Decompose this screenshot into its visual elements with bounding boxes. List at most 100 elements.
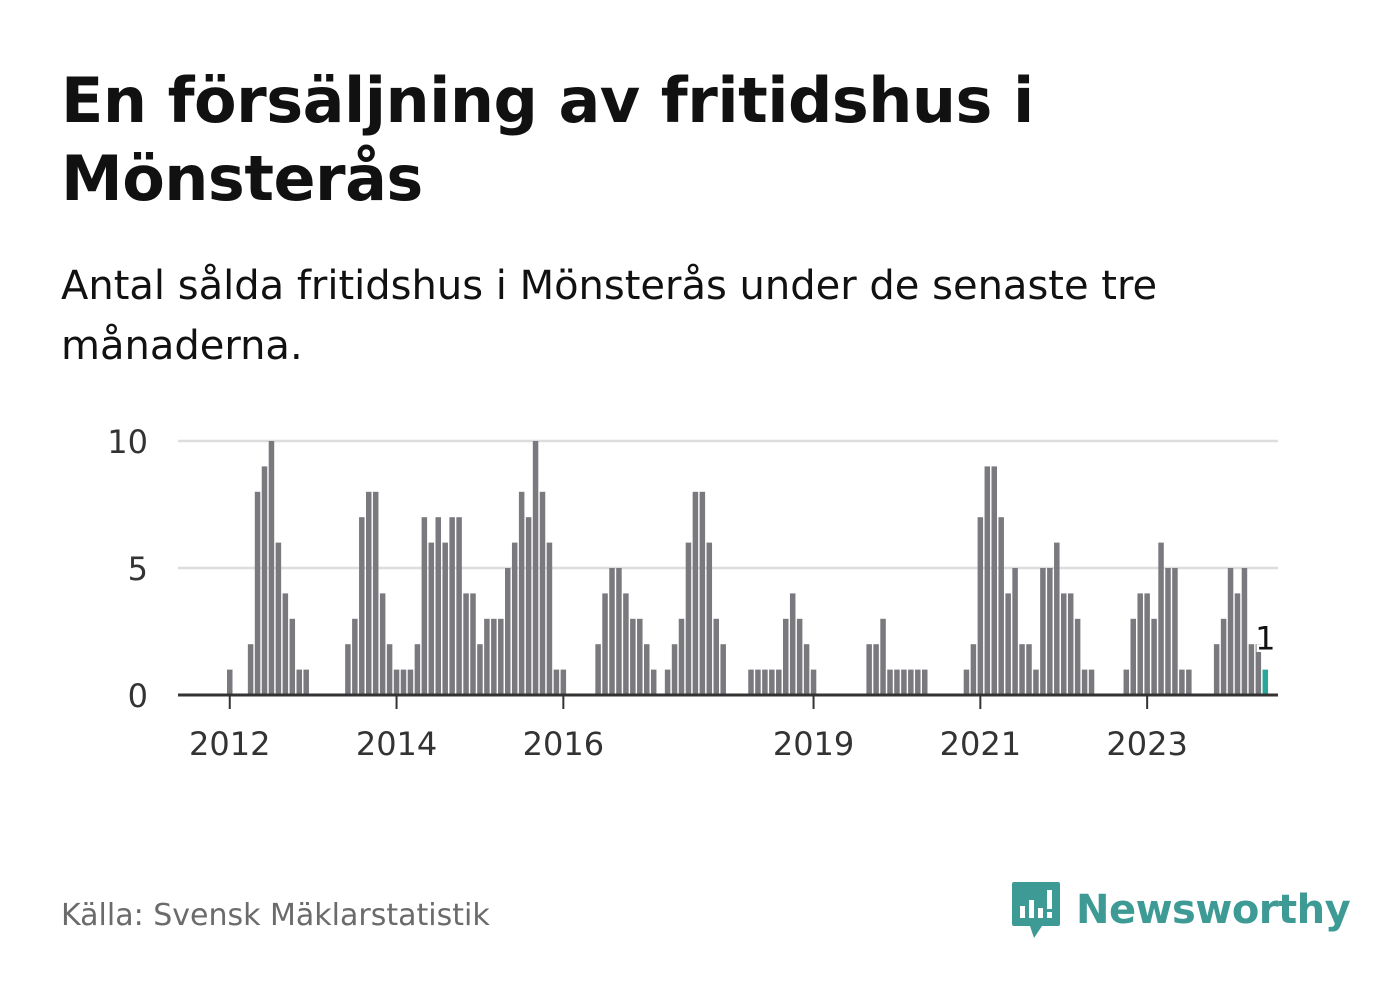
bar — [1054, 542, 1060, 695]
bar — [1067, 593, 1074, 695]
bar — [442, 542, 448, 695]
bar — [1088, 669, 1095, 695]
bar — [414, 644, 421, 695]
bar — [463, 593, 469, 695]
bar — [303, 669, 309, 695]
bar — [366, 491, 372, 695]
bar — [623, 593, 629, 695]
bar — [393, 669, 400, 695]
label-layer: 0 5 10 2012 2014 2016 2019 2021 2023 1 — [107, 423, 1278, 763]
bar-layer — [227, 441, 1269, 695]
bar — [650, 669, 657, 695]
bar — [796, 618, 803, 695]
bar — [539, 491, 546, 695]
bar — [289, 618, 296, 695]
bar — [977, 517, 984, 695]
bar — [595, 644, 601, 695]
bar — [984, 466, 991, 695]
bar — [352, 618, 358, 695]
bar — [532, 441, 539, 695]
bar — [769, 669, 775, 695]
bar — [1005, 593, 1011, 695]
bar — [706, 542, 713, 695]
bar — [421, 517, 428, 695]
bar — [275, 542, 282, 695]
bar — [616, 568, 622, 695]
chart-subtitle: Antal sålda fritidshus i Mönsterås under… — [61, 263, 1158, 369]
bar — [762, 669, 768, 695]
bar — [1123, 669, 1130, 695]
bar — [664, 669, 671, 695]
bar — [630, 618, 636, 695]
x-tick-label: 2021 — [940, 725, 1021, 763]
bar — [748, 669, 754, 695]
bar — [720, 644, 726, 695]
bar — [400, 669, 407, 695]
bar — [1241, 568, 1248, 695]
bar — [1213, 644, 1220, 695]
y-tick-label: 5 — [128, 550, 148, 588]
chart-title: En försäljning av fritidshus i Mönsterås — [61, 64, 1034, 215]
bar — [261, 466, 268, 695]
bar — [1158, 542, 1164, 695]
bar — [518, 491, 525, 695]
bar — [637, 618, 643, 695]
bar — [407, 669, 414, 695]
bar — [435, 517, 441, 695]
bar — [963, 669, 970, 695]
bar — [428, 542, 435, 695]
bar — [227, 669, 233, 695]
bar — [1137, 593, 1143, 695]
grid-layer — [178, 439, 1278, 570]
bar — [713, 618, 719, 695]
bar — [491, 618, 497, 695]
bar — [783, 618, 789, 695]
source-note: Källa: Svensk Mäklarstatistik — [61, 898, 490, 933]
y-tick-label: 0 — [128, 677, 148, 715]
bar — [991, 466, 997, 695]
bar — [1012, 568, 1018, 695]
bar — [1234, 593, 1241, 695]
bar — [1061, 593, 1067, 695]
bar — [866, 644, 872, 695]
bar — [873, 644, 879, 695]
bar — [1151, 618, 1157, 695]
newsworthy-icon — [1012, 882, 1060, 938]
bar — [345, 644, 351, 695]
bar — [998, 517, 1004, 695]
x-tick-label: 2012 — [189, 725, 270, 763]
bar — [776, 669, 782, 695]
bar — [1033, 669, 1039, 695]
bar — [810, 669, 817, 695]
bar — [449, 517, 455, 695]
bar — [908, 669, 914, 695]
bar — [1172, 568, 1178, 695]
bar-chart: 0 5 10 2012 2014 2016 2019 2021 2023 1 — [107, 423, 1278, 763]
x-tick-label: 2019 — [773, 725, 854, 763]
bar — [755, 669, 761, 695]
bar — [1248, 644, 1255, 695]
bar — [379, 593, 386, 695]
brand-name: Newsworthy — [1076, 887, 1351, 933]
bar — [644, 644, 650, 695]
bar — [699, 491, 706, 695]
bar — [372, 491, 379, 695]
bar — [1074, 618, 1081, 695]
bar — [1040, 568, 1046, 695]
bar — [254, 491, 261, 695]
bar — [1220, 618, 1227, 695]
bar — [247, 644, 254, 695]
bar — [560, 669, 567, 695]
bar — [1081, 669, 1088, 695]
bar — [1019, 644, 1025, 695]
bar — [1186, 669, 1192, 695]
bar — [359, 517, 365, 695]
bar — [1179, 669, 1185, 695]
brand-logo[interactable]: Newsworthy — [1010, 878, 1351, 942]
bar — [498, 618, 504, 695]
bar — [1130, 618, 1136, 695]
bar — [1165, 568, 1171, 695]
bar — [525, 517, 532, 695]
bar — [1144, 593, 1150, 695]
latest-value-label: 1 — [1255, 620, 1275, 658]
